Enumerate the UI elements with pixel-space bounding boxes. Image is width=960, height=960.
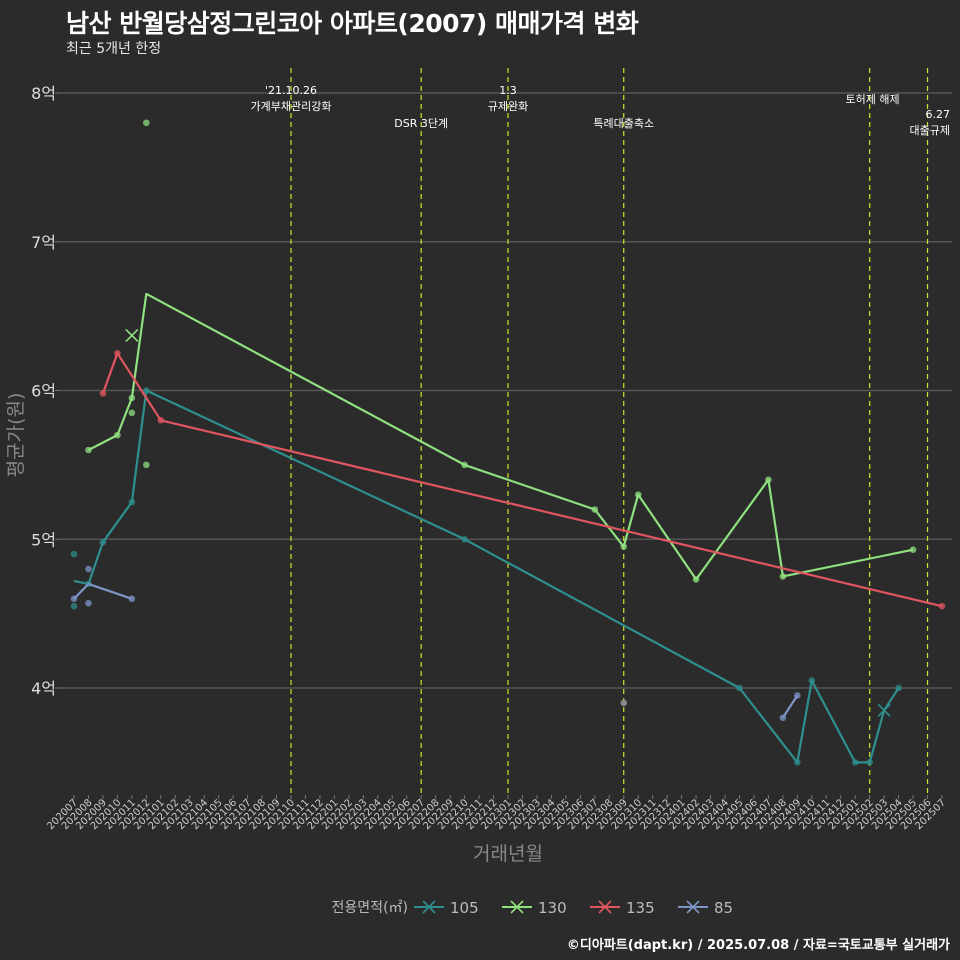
data-point: [808, 677, 816, 684]
data-point: [620, 543, 628, 550]
data-point: [851, 759, 859, 766]
series-130: [85, 119, 917, 583]
legend-swatch-x: [598, 900, 612, 914]
data-point: [866, 759, 873, 766]
event-label: 1.3: [499, 84, 517, 97]
data-point: [99, 390, 107, 397]
x-axis-title: 거래년월: [473, 843, 543, 865]
data-point: [128, 498, 136, 506]
legend-swatch-x: [686, 900, 700, 914]
series-line-85: [73, 582, 133, 600]
data-point: [765, 476, 772, 484]
y-tick-label: 8억: [31, 84, 56, 103]
event-label: DSR 3단계: [394, 117, 448, 130]
chart-subtitle: 최근 5개년 한정: [66, 41, 162, 57]
event-label: 대출규제: [910, 124, 950, 137]
data-point: [461, 461, 468, 469]
legend-label: 130: [538, 899, 567, 917]
legend-label: 135: [626, 899, 655, 917]
data-point: [779, 573, 787, 580]
event-label: '21.10.26: [265, 84, 317, 97]
data-point: [143, 387, 150, 394]
legend-swatch-x: [422, 900, 436, 914]
data-point: [461, 535, 468, 543]
data-point: [70, 550, 78, 558]
source-caption: ©디아파트(dapt.kr) / 2025.07.08 / 자료=국토교통부 실…: [566, 938, 950, 953]
data-point: [128, 595, 136, 603]
data-point: [99, 538, 107, 546]
data-point: [634, 491, 642, 498]
data-point: [70, 602, 78, 610]
data-point: [736, 684, 743, 692]
data-point: [114, 431, 121, 439]
series-105: [70, 387, 902, 766]
data-point: [85, 599, 92, 607]
data-point: [85, 565, 92, 573]
data-point: [779, 714, 787, 722]
y-tick-label: 7억: [31, 233, 56, 252]
legend-title: 전용면적(㎡): [332, 900, 408, 916]
data-point: [128, 409, 136, 417]
chart-title: 남산 반월당삼정그린코아 아파트(2007) 매매가격 변화: [66, 9, 639, 38]
legend-label: 105: [450, 899, 479, 917]
data-point: [70, 595, 78, 603]
data-point: [794, 759, 801, 766]
y-tick-label: 6억: [31, 382, 56, 401]
data-point: [128, 394, 136, 402]
series-85: [70, 565, 801, 722]
series-segment-85: [781, 694, 799, 719]
data-point: [591, 506, 599, 513]
event-label: 가계부채관리강화: [251, 100, 332, 113]
data-point: [143, 119, 150, 127]
x-marker: [125, 328, 139, 343]
y-tick-label: 5억: [31, 530, 56, 549]
legend-item-135: 135: [590, 899, 655, 917]
data-point: [692, 576, 700, 583]
data-point: [143, 461, 150, 469]
y-axis-title: 평균가(원): [5, 393, 27, 478]
data-point: [114, 350, 121, 357]
series-line-135: [101, 352, 943, 608]
data-point: [620, 699, 628, 707]
event-label: 규제완화: [488, 100, 528, 113]
legend-item-130: 130: [502, 899, 567, 917]
data-point: [895, 684, 902, 692]
event-label: 6.27: [926, 108, 951, 121]
legend-item-85: 85: [678, 899, 733, 917]
series-135: [99, 350, 946, 610]
y-tick-label: 4억: [31, 679, 56, 698]
data-point: [938, 602, 946, 610]
series-line-105: [73, 389, 900, 764]
event-label: 토허제 해제: [846, 92, 900, 106]
data-point: [794, 692, 801, 699]
data-point: [909, 546, 917, 553]
data-point: [85, 446, 92, 454]
series-line-130: [87, 292, 914, 581]
data-point: [157, 416, 165, 424]
legend-label: 85: [714, 899, 733, 917]
x-marker: [877, 703, 891, 717]
event-label: 특례대출축소: [593, 117, 654, 130]
legend-item-105: 105: [414, 899, 479, 917]
legend-swatch-x: [510, 900, 524, 914]
